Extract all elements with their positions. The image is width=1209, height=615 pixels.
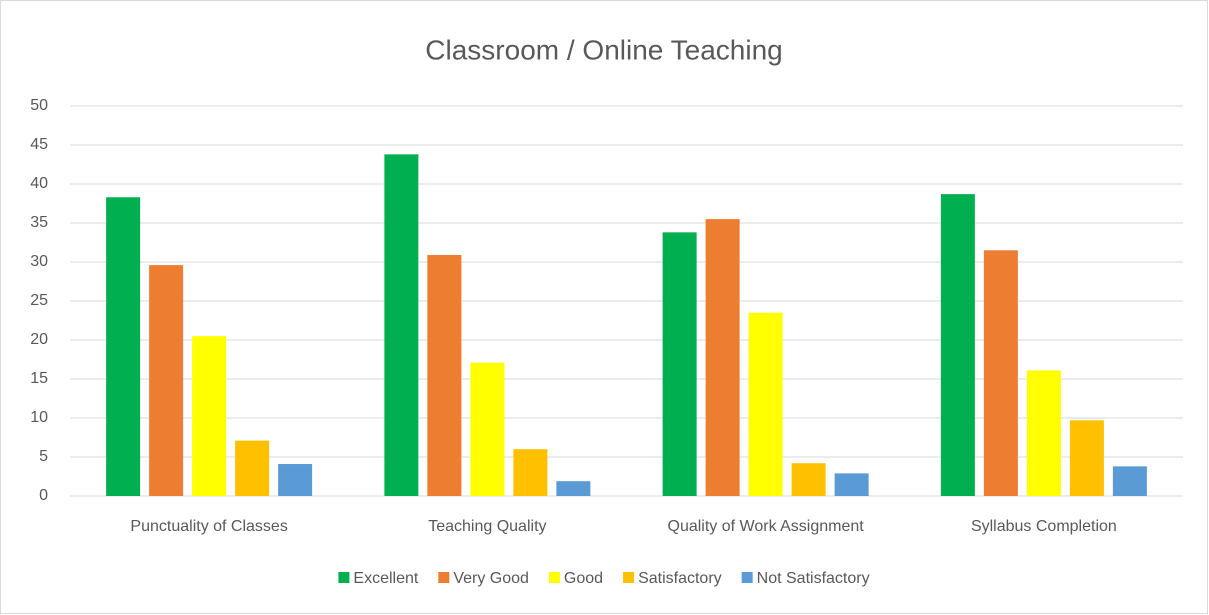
y-tick-label: 35 [30, 214, 48, 231]
legend-label: Excellent [353, 570, 418, 587]
bar [235, 440, 270, 496]
bar [192, 336, 227, 496]
y-tick-label: 20 [30, 331, 48, 348]
bar [149, 265, 184, 496]
legend-swatch [548, 572, 560, 583]
bar [791, 463, 826, 496]
bar [470, 362, 505, 496]
bar [556, 481, 591, 496]
x-tick-label: Punctuality of Classes [130, 518, 287, 535]
legend-label: Good [564, 570, 603, 587]
bar [278, 464, 313, 496]
bar [1069, 420, 1104, 496]
y-tick-label: 10 [30, 409, 48, 426]
bar [705, 219, 740, 496]
bar [940, 194, 975, 496]
bar [427, 254, 462, 496]
legend-label: Satisfactory [638, 570, 722, 587]
y-tick-label: 45 [30, 136, 48, 153]
legend-label: Not Satisfactory [757, 570, 870, 587]
bar [513, 449, 548, 496]
legend-swatch [438, 572, 450, 583]
legend-swatch [623, 572, 635, 583]
legend-swatch [338, 572, 350, 583]
x-tick-label: Quality of Work Assignment [668, 518, 865, 535]
bar [983, 250, 1018, 496]
legend-swatch [741, 572, 753, 583]
legend-label: Very Good [453, 570, 529, 587]
bar [1112, 466, 1147, 496]
y-tick-label: 5 [39, 448, 48, 465]
y-tick-label: 25 [30, 292, 48, 309]
bar [748, 312, 783, 496]
chart-title: Classroom / Online Teaching [425, 34, 782, 65]
y-tick-label: 50 [30, 97, 48, 114]
y-tick-label: 30 [30, 253, 48, 270]
y-tick-label: 0 [39, 487, 48, 504]
x-tick-label: Syllabus Completion [971, 518, 1117, 535]
x-tick-label: Teaching Quality [428, 518, 546, 535]
bar [384, 154, 419, 497]
bar [662, 232, 697, 497]
y-tick-label: 15 [30, 370, 48, 387]
bar [1026, 370, 1061, 496]
bar [106, 197, 141, 496]
y-tick-label: 40 [30, 175, 48, 192]
bar [834, 473, 869, 496]
